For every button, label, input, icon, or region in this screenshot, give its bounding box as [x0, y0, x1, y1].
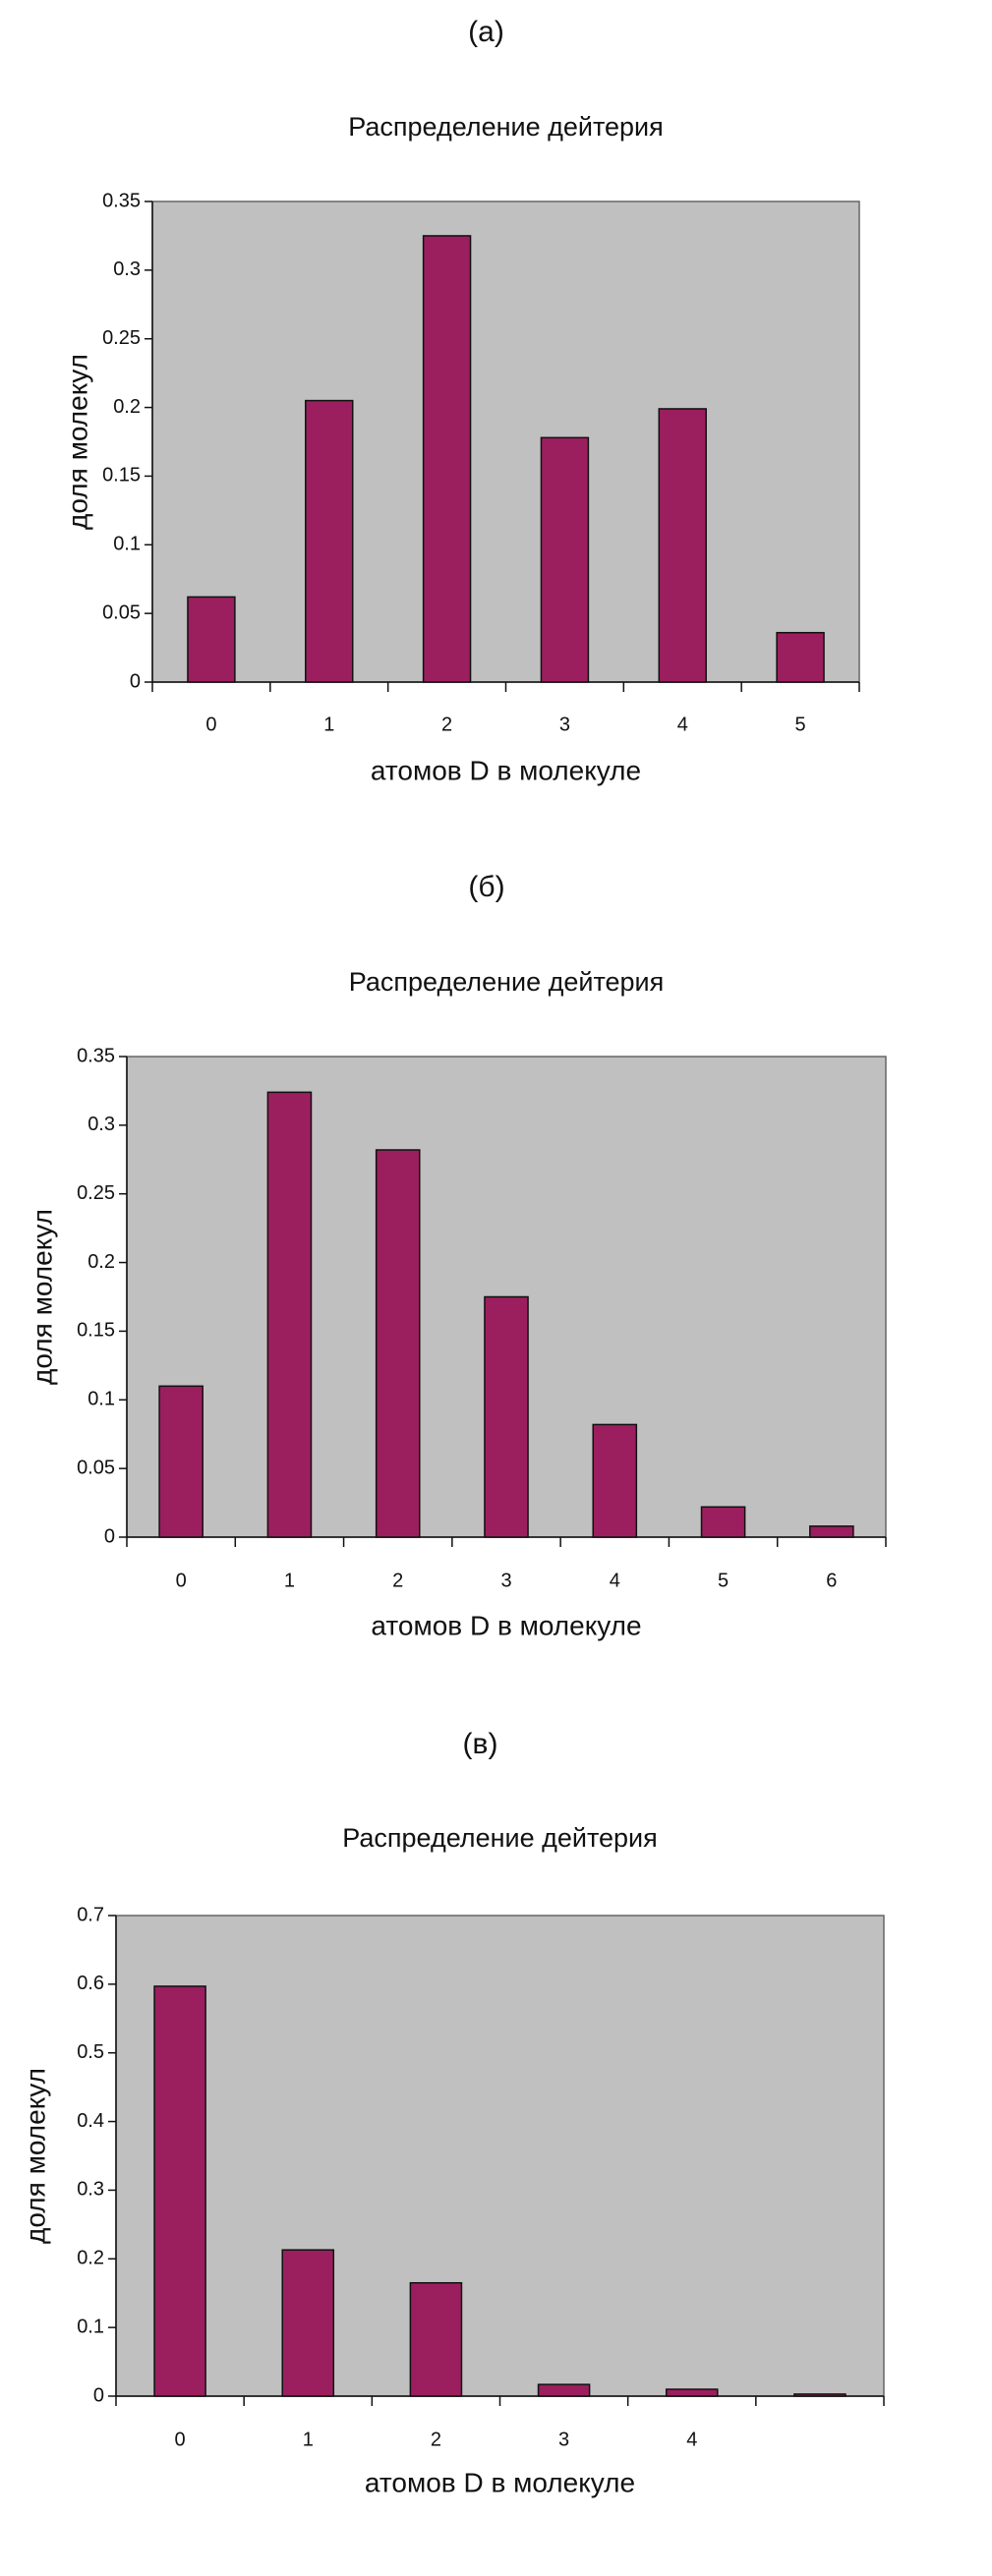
panel-label: (б): [468, 871, 504, 903]
bar: [793, 2393, 846, 2397]
y-tick-label: 0.7: [77, 1904, 104, 1925]
x-tick-label: 5: [718, 1570, 729, 1591]
y-tick-label: 0.3: [113, 258, 141, 280]
bar: [540, 436, 590, 683]
x-tick-label: 3: [559, 714, 570, 735]
x-tick-label: 3: [558, 2429, 569, 2450]
bar: [281, 2249, 335, 2397]
x-tick-label: 1: [284, 1570, 295, 1591]
y-tick-label: 0: [93, 2384, 104, 2406]
bar: [484, 1295, 529, 1538]
y-tick-label: 0.35: [102, 190, 141, 211]
x-tick-label: 0: [176, 1570, 187, 1591]
y-tick-label: 0.35: [77, 1045, 115, 1066]
bar: [158, 1385, 204, 1538]
plot-area: [151, 200, 860, 683]
x-tick-label: 3: [500, 1570, 511, 1591]
y-tick-label: 0.25: [102, 327, 141, 349]
chart-title: Распределение дейтерия: [348, 112, 664, 142]
x-tick-label: 6: [826, 1570, 837, 1591]
x-tick-label: 2: [441, 714, 452, 735]
bar: [658, 408, 707, 683]
bar: [809, 1525, 854, 1538]
bar: [700, 1506, 746, 1538]
y-tick-label: 0.3: [77, 2179, 104, 2201]
x-axis-label: атомов D в молекуле: [365, 2467, 635, 2497]
y-tick-label: 0.1: [77, 2316, 104, 2337]
y-tick-label: 0.05: [102, 601, 141, 623]
y-tick-label: 0.5: [77, 2041, 104, 2063]
y-tick-label: 0.2: [113, 396, 141, 418]
bar: [592, 1423, 638, 1538]
chart-title: Распределение дейтерия: [342, 1823, 658, 1853]
y-tick-label: 0.2: [88, 1251, 115, 1273]
x-tick-label: 2: [431, 2429, 441, 2450]
x-tick-label: 0: [175, 2429, 186, 2450]
x-tick-label: 4: [686, 2429, 697, 2450]
bar: [187, 596, 236, 683]
bar: [409, 2281, 463, 2397]
x-tick-label: 2: [392, 1570, 403, 1591]
y-tick-label: 0: [104, 1525, 115, 1547]
y-tick-label: 0.2: [77, 2248, 104, 2269]
y-tick-label: 0.15: [102, 465, 141, 487]
bar: [153, 1985, 206, 2397]
x-tick-label: 4: [610, 1570, 620, 1591]
panel-label: (в): [463, 1728, 498, 1760]
y-tick-label: 0: [130, 670, 141, 692]
y-tick-label: 0.25: [77, 1182, 115, 1204]
x-axis-label: атомов D в молекуле: [371, 1610, 641, 1640]
bar: [266, 1091, 313, 1538]
bar: [665, 2388, 719, 2397]
bar: [537, 2383, 591, 2397]
y-tick-label: 0.15: [77, 1320, 115, 1342]
y-axis-label: доля молекул: [62, 354, 92, 530]
y-tick-label: 0.3: [88, 1114, 115, 1135]
bar: [422, 235, 472, 683]
x-tick-label: 4: [677, 714, 688, 735]
y-axis-label: доля молекул: [20, 2068, 50, 2244]
bar: [776, 631, 825, 683]
bar: [375, 1149, 421, 1538]
y-tick-label: 0.1: [88, 1389, 115, 1410]
chart-title: Распределение дейтерия: [349, 967, 665, 997]
y-tick-label: 0.6: [77, 1973, 104, 1994]
x-axis-label: атомов D в молекуле: [371, 755, 641, 785]
x-tick-label: 1: [323, 714, 334, 735]
x-tick-label: 5: [795, 714, 806, 735]
bar: [305, 399, 354, 683]
panel-label: (а): [468, 16, 504, 48]
y-tick-label: 0.05: [77, 1457, 115, 1478]
plot-area: [115, 1915, 885, 2397]
y-tick-label: 0.4: [77, 2110, 104, 2132]
y-tick-label: 0.1: [113, 534, 141, 555]
x-tick-label: 1: [303, 2429, 314, 2450]
x-tick-label: 0: [205, 714, 216, 735]
y-axis-label: доля молекул: [27, 1209, 57, 1385]
